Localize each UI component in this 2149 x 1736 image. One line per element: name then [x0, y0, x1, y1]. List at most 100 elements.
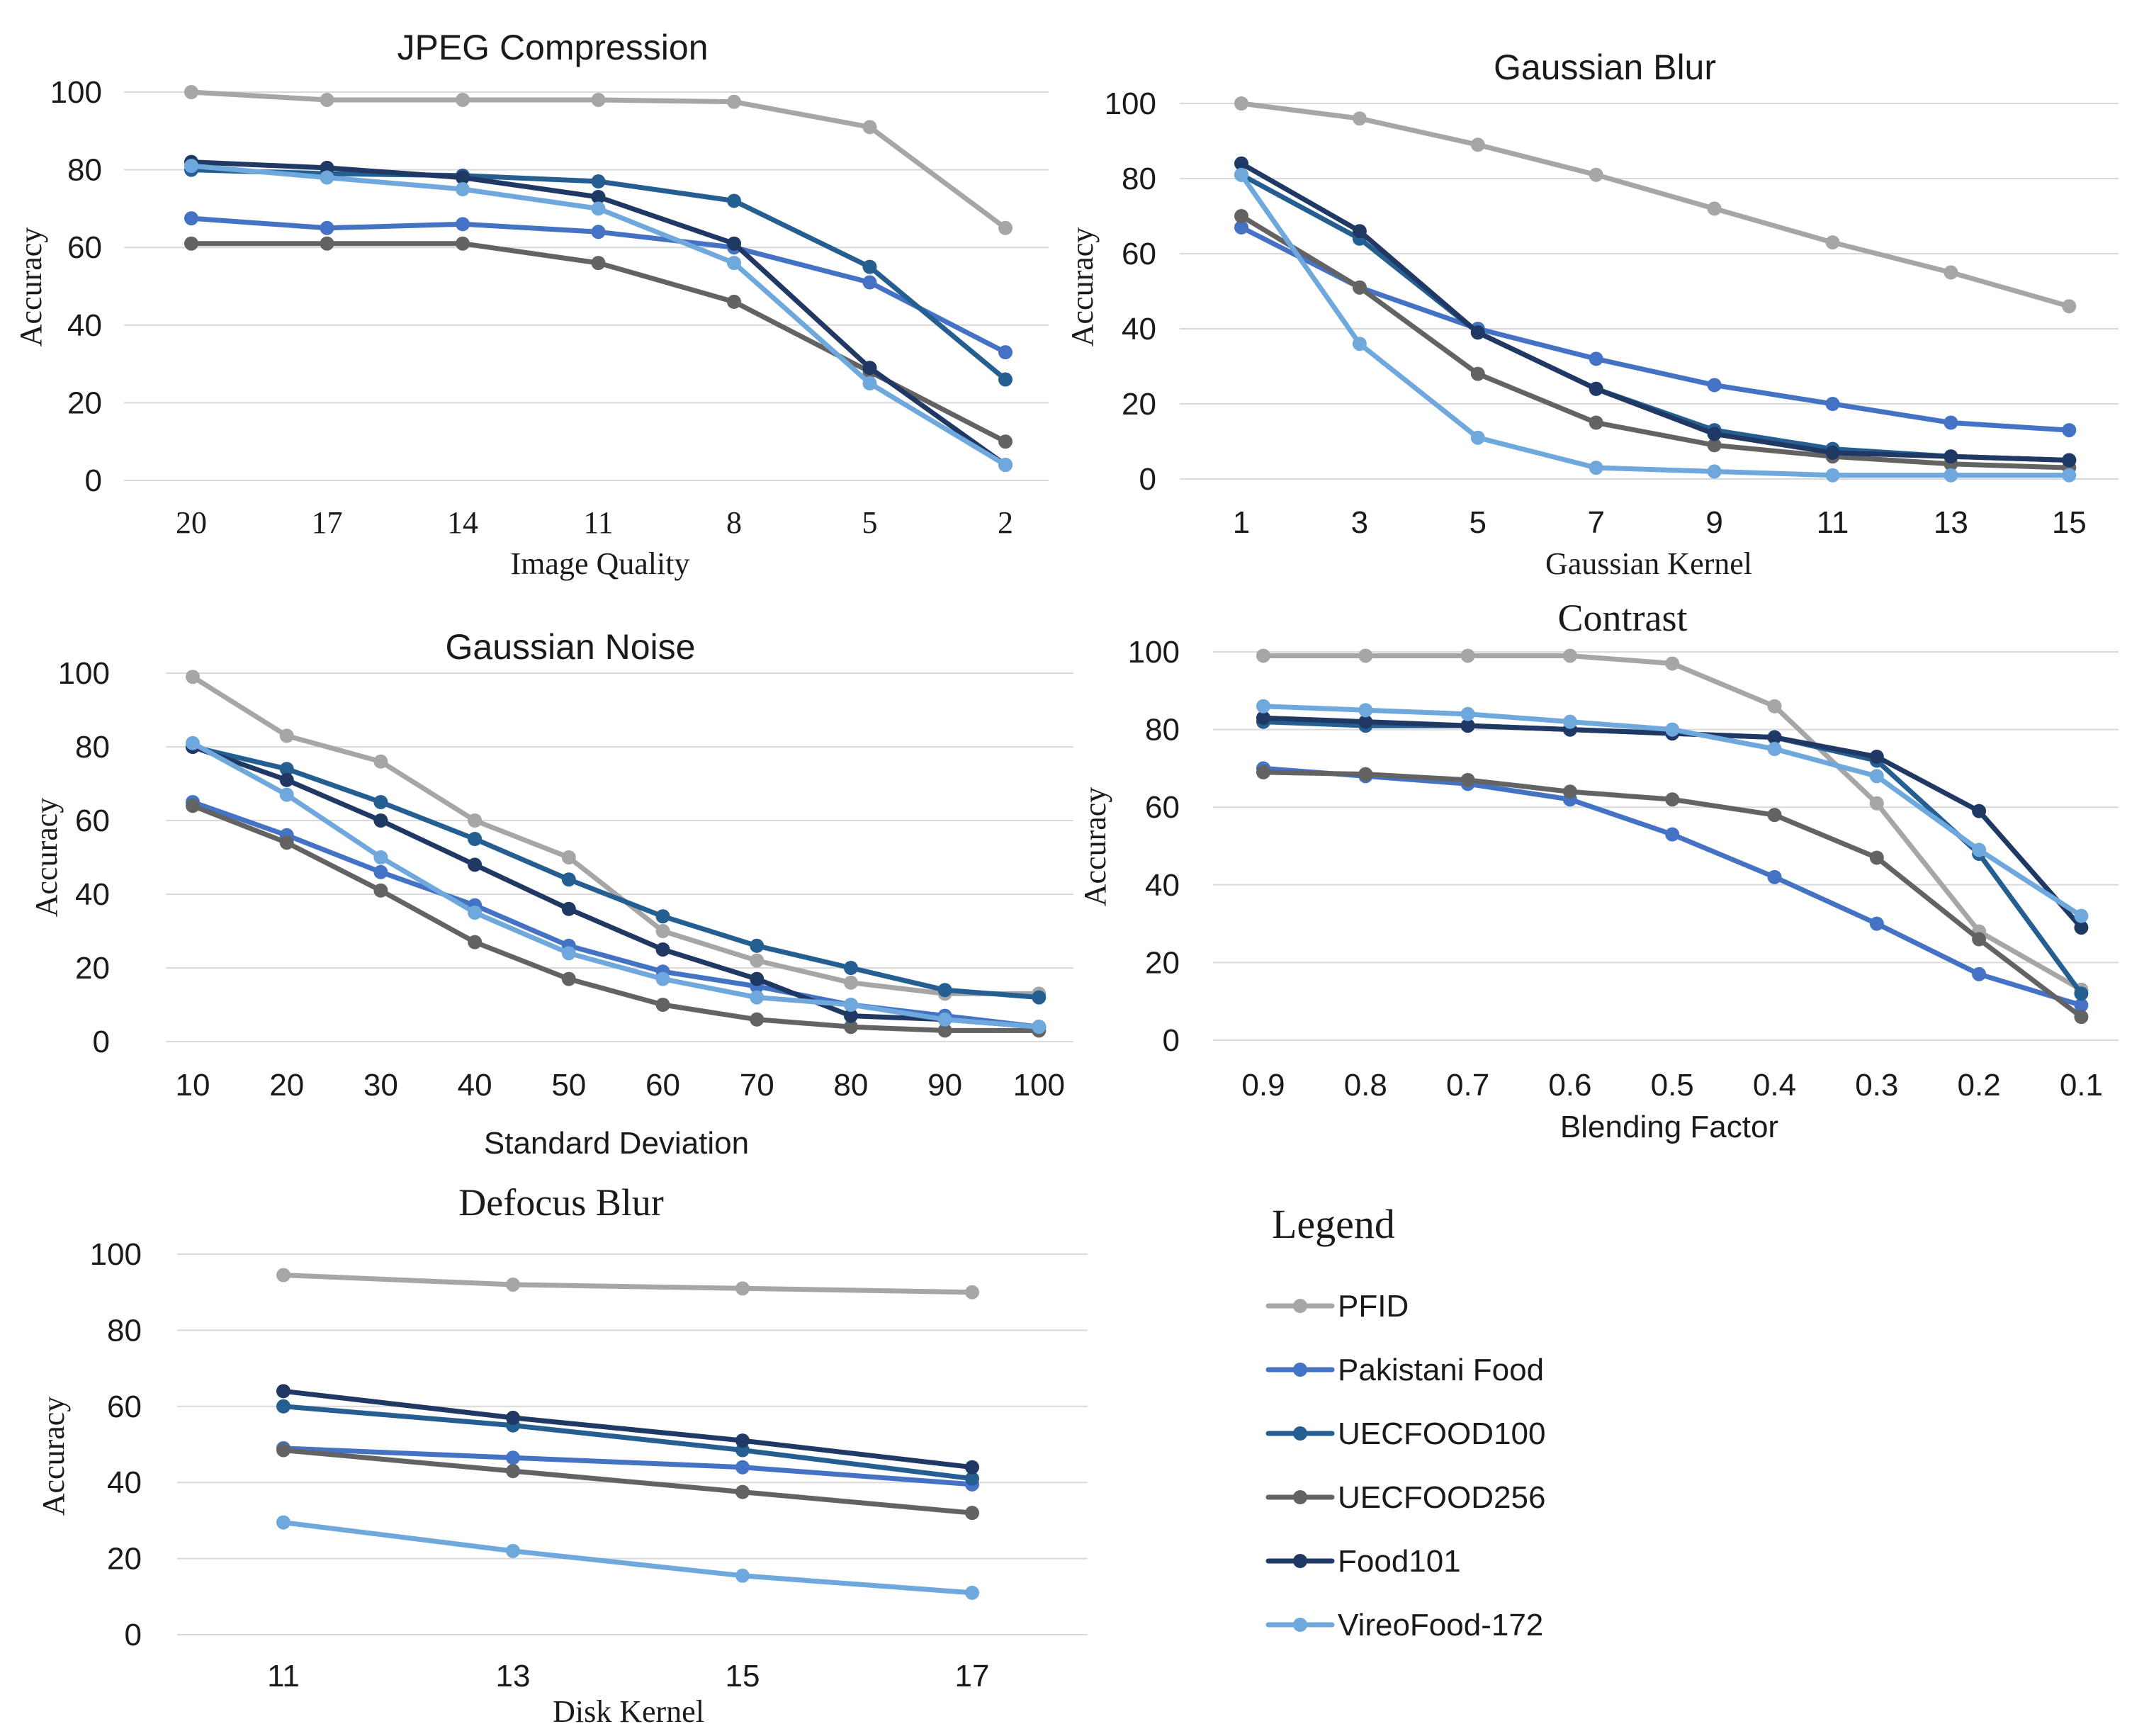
x-tick-label: 0.5: [1651, 1068, 1694, 1103]
x-tick-label: 20: [269, 1068, 304, 1103]
series-vireofood-172: [186, 735, 1047, 1035]
data-point: [1972, 966, 1987, 981]
data-point: [561, 971, 576, 986]
x-tick-label: 11: [1817, 505, 1849, 540]
data-point: [456, 236, 470, 251]
data-point: [1869, 916, 1884, 931]
data-point: [998, 220, 1013, 235]
data-point: [727, 193, 741, 208]
series-line: [190, 803, 1042, 1033]
x-tick-label: 0.6: [1548, 1068, 1591, 1103]
legend-item-uecfood100: UECFOOD100: [1265, 1416, 1545, 1451]
data-point: [1358, 703, 1373, 718]
y-tick-label: 100: [58, 656, 110, 691]
data-point: [1869, 850, 1884, 865]
data-point: [1358, 767, 1373, 782]
data-point: [184, 211, 198, 226]
data-point: [468, 813, 483, 828]
y-tick-label: 20: [1122, 387, 1156, 422]
series-vireofood-172: [1256, 699, 2089, 923]
y-ticks-jpeg: 0 20 40 60 80 100: [50, 75, 102, 498]
data-point: [735, 1460, 750, 1475]
data-point: [735, 1484, 750, 1499]
data-point: [320, 236, 334, 251]
x-axis-label-defocus-blur: Disk Kernel: [553, 1694, 704, 1729]
y-tick-label: 20: [107, 1542, 142, 1577]
x-tick-label: 15: [726, 1659, 760, 1693]
series-pakistani-food: [184, 211, 1013, 360]
data-point: [1460, 772, 1475, 787]
series-line: [1239, 101, 2072, 309]
y-tick-label: 60: [1122, 237, 1156, 271]
data-point: [965, 1285, 979, 1300]
data-point: [1972, 932, 1987, 947]
data-point: [1589, 167, 1603, 182]
x-ticks-jpeg: 20 17 14 11 8 5 2: [176, 505, 1013, 540]
data-point: [1944, 449, 1958, 464]
y-axis-label-gaussian-blur: Accuracy: [1065, 227, 1100, 347]
data-point: [320, 220, 334, 235]
x-tick-label: 14: [447, 505, 478, 540]
chart-defocus-blur: Defocus Blur Disk Kernel Accuracy 0 20 40 6…: [36, 1181, 1088, 1729]
series-line: [1239, 172, 2072, 478]
data-point: [1767, 808, 1782, 823]
data-point: [937, 1023, 952, 1038]
legend-item-pakistani-food: Pakistani Food: [1265, 1353, 1544, 1387]
data-point: [1460, 648, 1475, 663]
series-line: [190, 674, 1042, 996]
x-tick-label: 90: [927, 1068, 962, 1103]
data-point: [506, 1410, 520, 1425]
data-point: [320, 92, 334, 107]
y-tick-label: 40: [1145, 868, 1180, 903]
data-point: [279, 787, 294, 802]
data-point: [843, 1008, 858, 1023]
series-uecfood100: [1256, 714, 2089, 1001]
data-point: [1665, 827, 1680, 842]
data-point: [655, 998, 670, 1012]
data-point: [184, 85, 198, 99]
data-point: [727, 236, 741, 251]
data-point: [2062, 453, 2077, 468]
y-ticks-contrast: 0 20 40 60 80 100: [1128, 635, 1180, 1058]
chart-title-contrast: Contrast: [1558, 597, 1688, 639]
data-point: [1032, 990, 1047, 1005]
data-point: [727, 256, 741, 271]
data-point: [276, 1268, 291, 1283]
data-point: [1665, 656, 1680, 671]
y-tick-label: 0: [1139, 462, 1156, 497]
series-pakistani-food: [186, 795, 1047, 1035]
data-point: [965, 1506, 979, 1521]
data-point: [843, 1020, 858, 1035]
data-point: [279, 728, 294, 743]
y-tick-label: 0: [125, 1618, 142, 1652]
legend-swatch-marker: [1293, 1299, 1307, 1313]
series-line: [281, 1520, 975, 1596]
y-tick-label: 0: [1163, 1023, 1180, 1058]
data-point: [1825, 235, 1840, 250]
data-point: [750, 990, 765, 1005]
data-point: [1470, 366, 1485, 381]
data-point: [1562, 714, 1577, 729]
x-tick-label: 0.4: [1753, 1068, 1796, 1103]
data-point: [2074, 908, 2089, 923]
data-point: [965, 1585, 979, 1600]
y-ticks-defocus: 0 20 40 60 80 100: [90, 1237, 142, 1652]
data-point: [276, 1443, 291, 1458]
data-point: [591, 189, 606, 204]
data-point: [591, 92, 606, 107]
y-tick-label: 20: [67, 385, 102, 420]
data-point: [561, 946, 576, 961]
series-uecfood256: [276, 1443, 979, 1521]
data-point: [735, 1433, 750, 1448]
data-point: [1944, 415, 1958, 430]
legend-item-food101: Food101: [1265, 1544, 1461, 1579]
x-ticks-contrast: 0.9 0.8 0.7 0.6 0.5 0.4 0.3 0.2 0.1: [1241, 1068, 2103, 1103]
series-uecfood100: [276, 1399, 979, 1486]
data-point: [561, 901, 576, 916]
y-tick-label: 100: [1105, 86, 1156, 121]
series-line: [1260, 653, 2084, 993]
data-point: [2074, 998, 2089, 1013]
chart-jpeg-compression: JPEG Compression Image Quality Accuracy …: [13, 28, 1049, 581]
x-tick-label: 10: [176, 1068, 210, 1103]
data-point: [561, 850, 576, 864]
